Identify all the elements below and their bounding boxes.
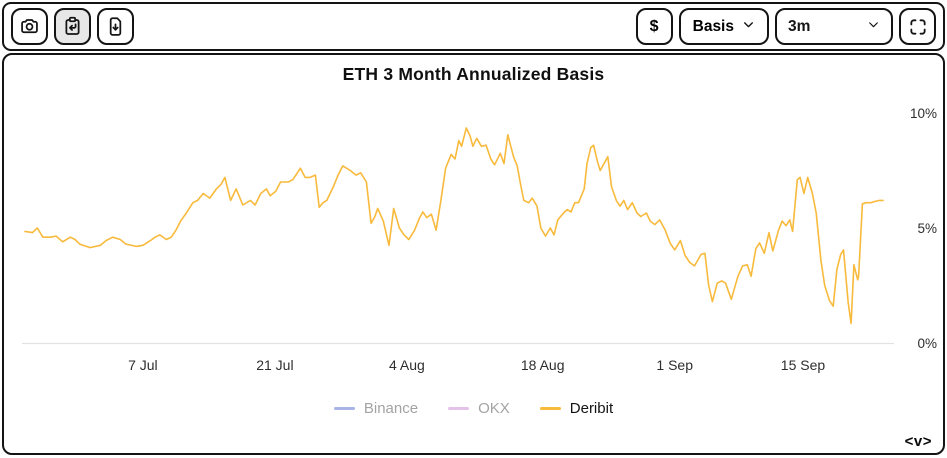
toolbar: $ Basis 3m xyxy=(2,2,945,51)
legend-swatch-icon xyxy=(539,407,561,410)
file-download-icon xyxy=(105,16,126,37)
chevron-down-icon xyxy=(867,18,880,36)
screenshot-button[interactable] xyxy=(11,8,48,45)
axis-tick-label: 21 Jul xyxy=(256,357,293,373)
timeframe-select[interactable]: 3m xyxy=(775,8,893,45)
legend-label: Deribit xyxy=(569,400,614,417)
axis-tick-label: 4 Aug xyxy=(389,357,425,373)
axis-tick-label: 5% xyxy=(917,221,937,236)
legend-item-deribit[interactable]: Deribit xyxy=(539,400,614,417)
chart-title: ETH 3 Month Annualized Basis xyxy=(342,64,605,84)
fullscreen-icon xyxy=(908,17,928,37)
legend-item-binance[interactable]: Binance xyxy=(333,400,419,417)
chart-panel: ETH 3 Month Annualized Basis 7 Jul 21 Jul… xyxy=(2,53,945,455)
toolbar-left-group xyxy=(11,8,134,45)
legend: Binance OKX Deribit xyxy=(4,400,943,417)
dollar-icon: $ xyxy=(649,17,659,35)
copy-to-clipboard-button[interactable] xyxy=(54,8,91,45)
metric-dropdown-label: Basis xyxy=(692,17,734,35)
axis-tick-label: 18 Aug xyxy=(521,357,565,373)
clipboard-arrow-icon xyxy=(62,16,83,37)
legend-swatch-icon xyxy=(333,407,355,410)
metric-dropdown[interactable]: Basis xyxy=(678,8,769,45)
camera-icon xyxy=(19,16,40,37)
chevron-down-icon xyxy=(742,18,755,36)
axis-tick-label: 0% xyxy=(917,336,937,351)
axis-tick-label: 1 Sep xyxy=(656,357,693,373)
legend-label: Binance xyxy=(363,400,419,417)
legend-item-okx[interactable]: OKX xyxy=(448,400,510,417)
legend-label: OKX xyxy=(478,400,510,417)
toolbar-right-group: $ Basis 3m xyxy=(635,8,936,45)
fullscreen-button[interactable] xyxy=(899,8,936,45)
download-data-button[interactable] xyxy=(97,8,134,45)
basis-line-chart[interactable]: 7 Jul 21 Jul 4 Aug 18 Aug 1 Sep 15 Sep 0% 5% 10% xyxy=(6,55,944,390)
axis-tick-label: 15 Sep xyxy=(781,357,826,373)
axis-tick-label: 10% xyxy=(910,106,937,121)
velo-logo: <v> xyxy=(904,433,932,450)
series-line-deribit xyxy=(24,127,884,325)
axis-tick-label: 7 Jul xyxy=(128,357,158,373)
timeframe-select-value: 3m xyxy=(788,17,811,35)
currency-toggle-button[interactable]: $ xyxy=(635,8,673,45)
legend-swatch-icon xyxy=(448,407,470,410)
